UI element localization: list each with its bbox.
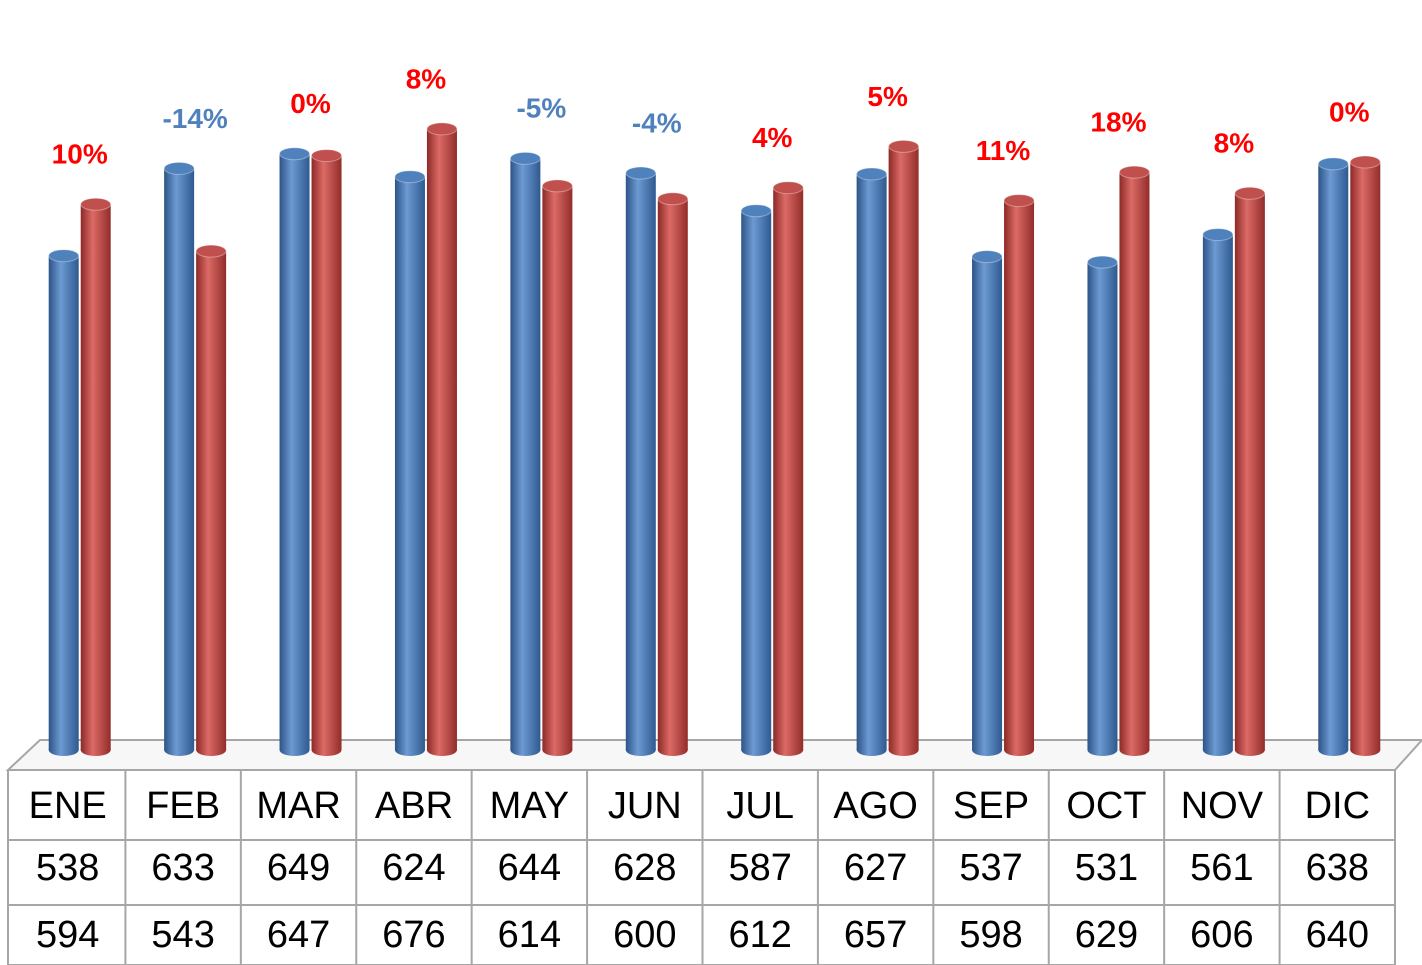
bar — [49, 256, 79, 750]
change-label: 8% — [406, 63, 447, 94]
table-value: 624 — [382, 847, 445, 889]
table-value: 594 — [36, 914, 99, 956]
table-value: 638 — [1306, 847, 1369, 889]
table-value: 629 — [1075, 914, 1138, 956]
table-value: 612 — [729, 914, 792, 956]
bar-cap — [395, 171, 425, 183]
category-label: MAY — [490, 785, 570, 827]
bar — [889, 146, 919, 750]
plot: 10% -14% 0% 8% -5% -4% 4% 5% 11% 18% 8% 0% — [49, 63, 1381, 756]
table-value: 587 — [729, 847, 792, 889]
category-label: ABR — [375, 785, 453, 827]
table-value: 614 — [498, 914, 561, 956]
bar — [1087, 262, 1117, 750]
bar — [658, 199, 688, 750]
category-label: JUL — [726, 785, 794, 827]
table-value: 633 — [151, 847, 214, 889]
bar-cap — [81, 198, 111, 210]
category-label: SEP — [953, 785, 1029, 827]
bar-cap — [312, 150, 342, 162]
bar-cap — [164, 162, 194, 174]
bar-cap — [1318, 158, 1348, 170]
table-value: 657 — [844, 914, 907, 956]
table-value: 676 — [382, 914, 445, 956]
bar — [1119, 172, 1149, 750]
category-label: AGO — [833, 785, 917, 827]
change-label: 11% — [976, 135, 1031, 166]
bar — [542, 186, 572, 750]
category-label: DIC — [1305, 785, 1370, 827]
bar — [427, 129, 457, 750]
bar-cap — [1004, 195, 1034, 207]
bar — [395, 177, 425, 750]
bar — [196, 251, 226, 750]
change-label: 0% — [290, 88, 331, 119]
bar — [972, 257, 1002, 750]
bar-cap — [427, 123, 457, 135]
bar — [857, 174, 887, 750]
bar-cap — [1087, 256, 1117, 268]
bar — [164, 168, 194, 750]
bar-cap — [889, 140, 919, 152]
bar-cap — [49, 250, 79, 262]
bar-cap — [773, 182, 803, 194]
category-label: FEB — [146, 785, 220, 827]
bar — [1350, 162, 1380, 750]
bar — [1318, 164, 1348, 750]
data-table: ENE 538 594 FEB 633 543 MAR 649 647 ABR 624 676 MAY 6… — [8, 770, 1395, 965]
table-value: 561 — [1190, 847, 1253, 889]
bar-cap — [741, 205, 771, 217]
bar-cap — [972, 251, 1002, 263]
bar — [81, 204, 111, 750]
table-value: 600 — [613, 914, 676, 956]
category-label: ENE — [29, 785, 107, 827]
table-value: 640 — [1306, 914, 1369, 956]
change-label: 10% — [52, 139, 108, 170]
table-value: 649 — [267, 847, 330, 889]
bar — [626, 173, 656, 750]
table-value: 647 — [267, 914, 330, 956]
table-value: 627 — [844, 847, 907, 889]
bar-cap — [1350, 156, 1380, 168]
bar-cap — [1203, 229, 1233, 241]
bar — [510, 158, 540, 750]
change-label: -5% — [516, 93, 566, 124]
change-label: 8% — [1214, 128, 1255, 159]
table-value: 598 — [959, 914, 1022, 956]
category-label: JUN — [608, 785, 682, 827]
bar-cap — [280, 148, 310, 160]
bar-cap — [658, 193, 688, 205]
change-label: -14% — [162, 103, 227, 134]
table-value: 543 — [151, 914, 214, 956]
table-value: 606 — [1190, 914, 1253, 956]
change-label: 5% — [867, 81, 908, 112]
table-value: 644 — [498, 847, 561, 889]
bar — [1203, 235, 1233, 750]
category-label: OCT — [1066, 785, 1146, 827]
change-label: 18% — [1090, 106, 1146, 137]
bar-cap — [1119, 166, 1149, 178]
category-label: NOV — [1181, 785, 1264, 827]
bar-cap — [542, 180, 572, 192]
bar-cap — [196, 245, 226, 257]
change-label: -4% — [632, 107, 682, 138]
chart: ENE 538 594 FEB 633 543 MAR 649 647 ABR 624 676 MAY 6… — [0, 0, 1422, 965]
table-value: 537 — [959, 847, 1022, 889]
bar — [312, 156, 342, 750]
bar — [741, 211, 771, 750]
bar — [1235, 193, 1265, 750]
bar-cap — [510, 152, 540, 164]
bar-cap — [626, 167, 656, 179]
bar-cap — [857, 168, 887, 180]
table-value: 628 — [613, 847, 676, 889]
table-value: 538 — [36, 847, 99, 889]
table-value: 531 — [1075, 847, 1138, 889]
bar — [773, 188, 803, 750]
category-label: MAR — [256, 785, 340, 827]
bar — [280, 154, 310, 750]
change-label: 4% — [752, 122, 793, 153]
bar-cap — [1235, 187, 1265, 199]
bar — [1004, 201, 1034, 750]
change-label: 0% — [1329, 96, 1370, 127]
